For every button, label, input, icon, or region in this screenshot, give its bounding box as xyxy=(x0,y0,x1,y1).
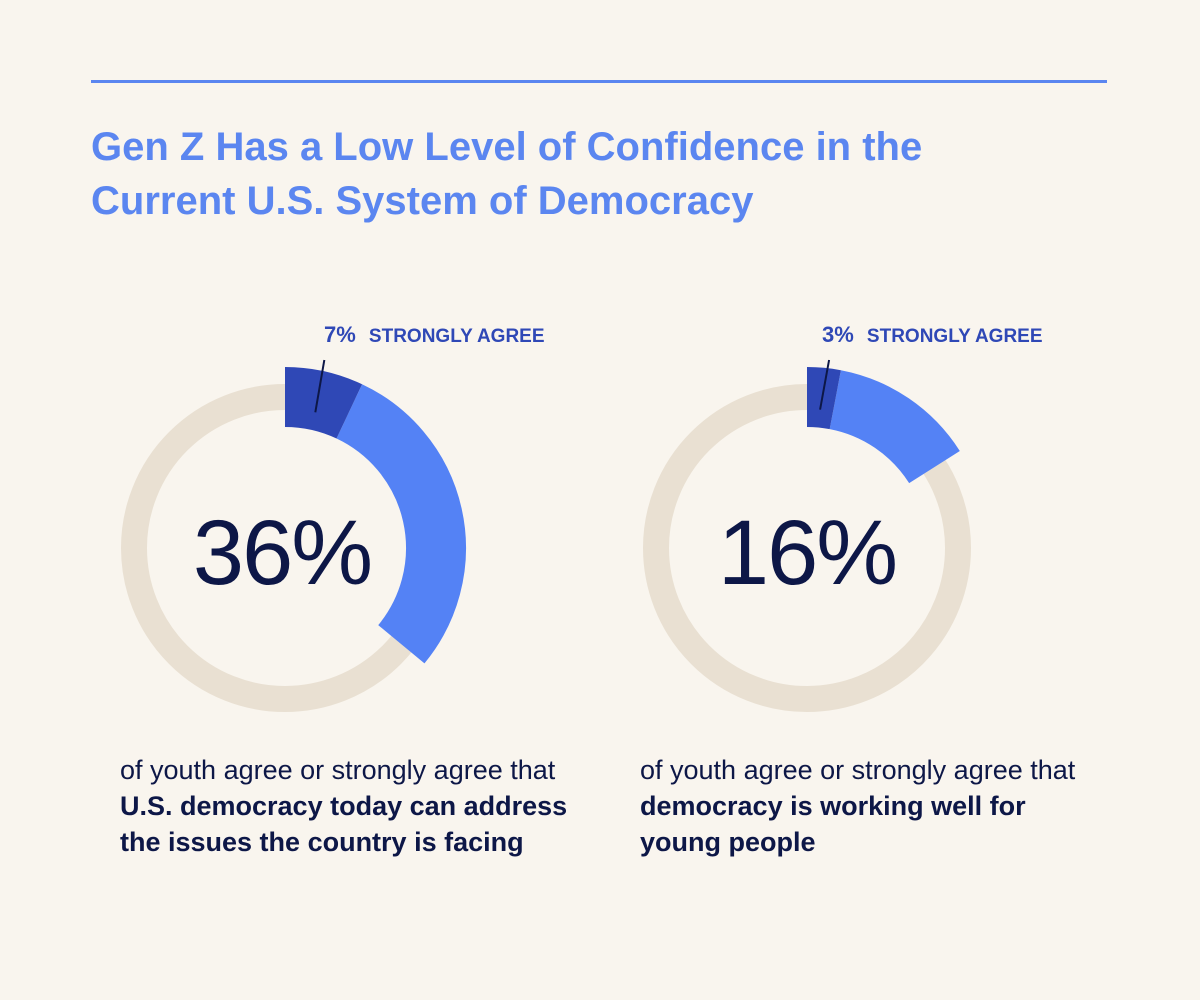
caption-plain: of youth agree or strongly agree that xyxy=(120,755,556,785)
title-line-2: Current U.S. System of Democracy xyxy=(91,179,754,223)
chart-caption: of youth agree or strongly agree that de… xyxy=(640,752,1100,860)
callout-percent: 7% xyxy=(324,322,356,347)
callout-label: STRONGLY AGREE xyxy=(369,326,545,347)
callout-value: 3% STRONGLY AGREE xyxy=(822,322,1043,347)
title-line-1: Gen Z Has a Low Level of Confidence in t… xyxy=(91,125,923,169)
donut-segment-strongly-agree xyxy=(806,366,841,430)
caption-bold: democracy is working well for young peop… xyxy=(640,791,1026,857)
chart-caption: of youth agree or strongly agree that U.… xyxy=(120,752,580,860)
caption-bold: U.S. democracy today can address the iss… xyxy=(120,791,568,857)
total-percent: 16% xyxy=(718,502,896,604)
donut-segment-agree xyxy=(335,384,466,664)
donut-chart-democracy-issues: 7% STRONGLY AGREE 36% xyxy=(121,322,545,712)
donut-segment-agree xyxy=(828,370,960,484)
callout-percent: 3% xyxy=(822,322,854,347)
top-rule xyxy=(91,80,1107,83)
page-title: Gen Z Has a Low Level of Confidence in t… xyxy=(91,120,1091,228)
callout-label: STRONGLY AGREE xyxy=(867,326,1043,347)
callout-value: 7% STRONGLY AGREE xyxy=(324,322,545,347)
chart-panel-democracy-youth: 3% STRONGLY AGREE 16% of youth agree or … xyxy=(620,300,1140,940)
callout-leader-line xyxy=(314,359,326,413)
callout-leader-line xyxy=(819,359,831,410)
chart-panel-democracy-issues: 7% STRONGLY AGREE 36% of youth agree or … xyxy=(100,300,620,940)
donut-chart-democracy-youth: 3% STRONGLY AGREE 16% xyxy=(643,322,1043,712)
caption-plain: of youth agree or strongly agree that xyxy=(640,755,1076,785)
total-percent: 36% xyxy=(193,502,371,604)
